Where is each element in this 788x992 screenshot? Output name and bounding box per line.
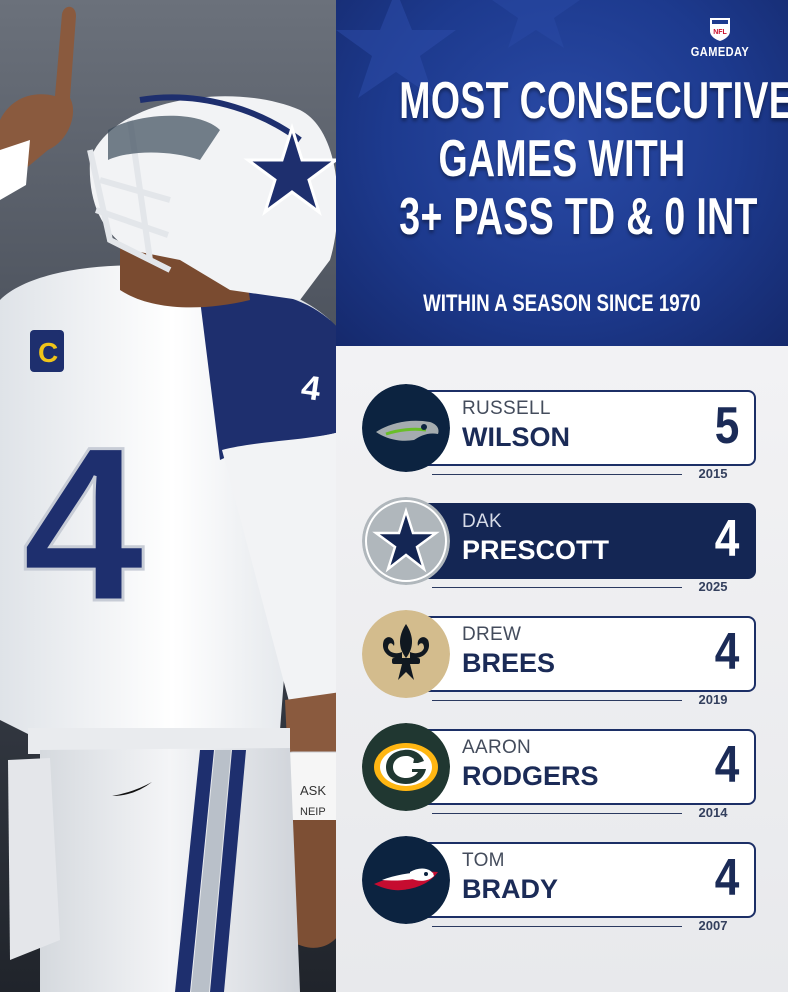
divider bbox=[432, 813, 682, 814]
list-item: RUSSELL WILSON 5 2015 bbox=[336, 346, 788, 481]
packers-g-icon bbox=[362, 723, 450, 811]
player-last-name: BREES bbox=[462, 648, 556, 678]
page-subtitle: WITHIN A SEASON SINCE 1970 bbox=[423, 290, 701, 317]
list-item: DREW BREES 4 2019 bbox=[336, 572, 788, 707]
svg-text:NFL: NFL bbox=[713, 29, 727, 36]
player-bar-highlighted bbox=[420, 503, 756, 579]
player-last-name: PRESCOTT bbox=[462, 535, 610, 565]
player-photo: 4 ASK NEIP 4 C bbox=[0, 0, 340, 992]
divider bbox=[432, 587, 682, 588]
title-line-1: MOST CONSECUTIVE bbox=[399, 72, 788, 130]
player-bar bbox=[420, 616, 756, 692]
seahawks-logo-icon bbox=[362, 384, 450, 472]
player-last-name: BRADY bbox=[462, 874, 559, 904]
nfl-gameday-logo: NFL GAMEDAY bbox=[680, 16, 760, 59]
season-year: 2014 bbox=[698, 805, 728, 820]
list-item: DAK PRESCOTT 4 2025 bbox=[336, 459, 788, 594]
title-line-2: GAMES WITH bbox=[438, 130, 686, 188]
player-first-name: TOM bbox=[462, 850, 505, 871]
wristband-text-2: NEIP bbox=[300, 806, 326, 818]
games-count: 4 bbox=[714, 736, 740, 794]
games-count: 4 bbox=[714, 849, 740, 907]
player-first-name: DAK bbox=[462, 511, 502, 532]
player-bar bbox=[420, 390, 756, 466]
saints-fleur-de-lis-icon bbox=[362, 610, 450, 698]
list-item: AARON RODGERS 4 2014 bbox=[336, 685, 788, 820]
player-first-name: DREW bbox=[462, 624, 522, 645]
background-stars-icon bbox=[336, 0, 580, 98]
player-last-name: RODGERS bbox=[462, 761, 599, 791]
player-first-name: RUSSELL bbox=[462, 398, 551, 419]
nfl-shield-icon: NFL bbox=[710, 18, 730, 41]
player-bar bbox=[420, 842, 756, 918]
player-bar bbox=[420, 729, 756, 805]
player-first-name: AARON bbox=[462, 737, 532, 758]
divider bbox=[432, 474, 682, 475]
wristband-text-1: ASK bbox=[300, 783, 326, 798]
patriots-flying-elvis-icon bbox=[362, 836, 450, 924]
page-title: MOST CONSECUTIVE GAMES WITH 3+ PASS TD &… bbox=[336, 72, 788, 246]
svg-text:C: C bbox=[38, 337, 58, 368]
chest-number: 4 bbox=[22, 401, 144, 647]
title-line-3: 3+ PASS TD & 0 INT bbox=[399, 188, 758, 246]
player-illustration: 4 ASK NEIP 4 C bbox=[0, 0, 340, 992]
leaderboard: RUSSELL WILSON 5 2015 DAK PRESCOTT 4 202… bbox=[336, 346, 788, 992]
season-year: 2007 bbox=[698, 918, 728, 933]
games-count: 5 bbox=[714, 397, 740, 455]
games-count: 4 bbox=[714, 623, 740, 681]
brand-name: GAMEDAY bbox=[690, 44, 750, 59]
player-last-name: WILSON bbox=[462, 422, 570, 452]
games-count: 4 bbox=[714, 510, 740, 568]
divider bbox=[432, 700, 682, 701]
header-panel: NFL GAMEDAY MOST CONSECUTIVE GAMES WITH … bbox=[336, 0, 788, 346]
season-year: 2015 bbox=[698, 466, 728, 481]
cowboys-star-icon bbox=[362, 497, 450, 585]
list-item: TOM BRADY 4 2007 bbox=[336, 798, 788, 933]
season-year: 2019 bbox=[698, 692, 728, 707]
divider bbox=[432, 926, 682, 927]
season-year: 2025 bbox=[698, 579, 728, 594]
